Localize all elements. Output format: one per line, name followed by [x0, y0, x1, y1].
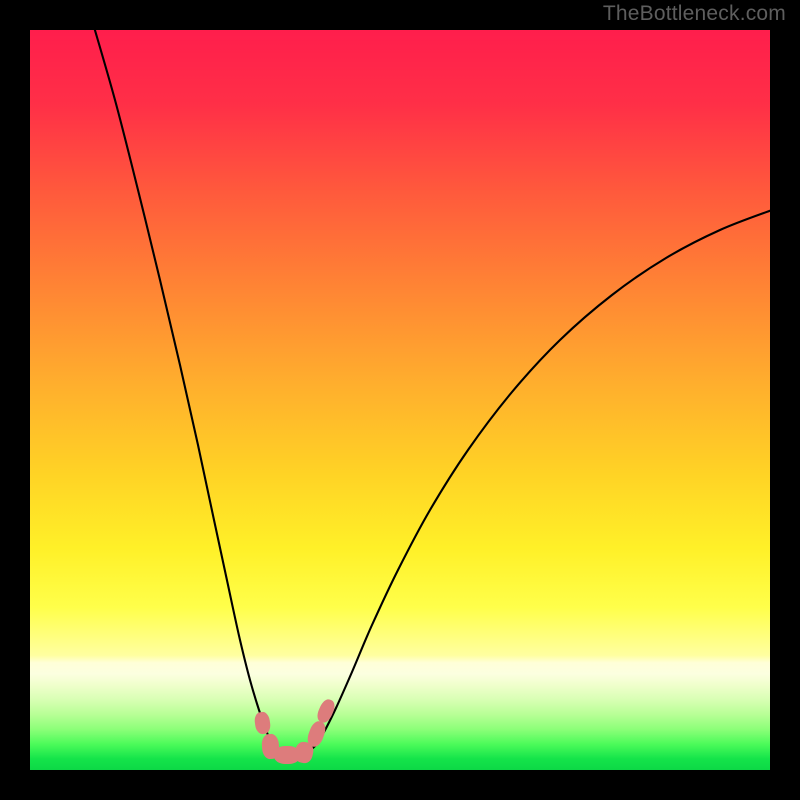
curve-layer: [30, 30, 770, 770]
plot-area: [30, 30, 770, 770]
bottleneck-curve: [92, 30, 770, 755]
chart-frame: TheBottleneck.com: [0, 0, 800, 800]
attribution-text: TheBottleneck.com: [603, 2, 786, 26]
